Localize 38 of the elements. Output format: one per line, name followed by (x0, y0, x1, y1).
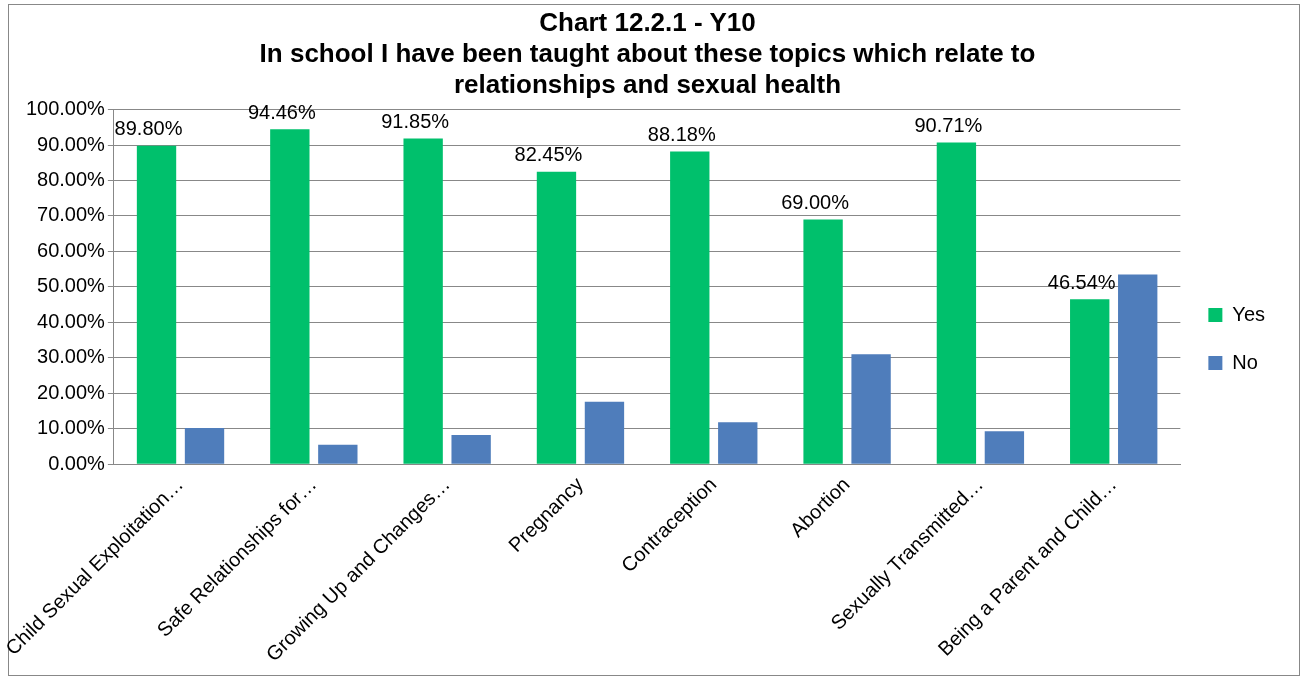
bar (1070, 299, 1110, 464)
bar (270, 129, 310, 464)
y-tick-label: 0.00% (48, 451, 106, 474)
bar (718, 422, 758, 464)
bar (936, 142, 977, 464)
bar (403, 138, 443, 464)
data-label: 90.71% (914, 114, 983, 137)
bar (184, 427, 225, 464)
bar (851, 354, 891, 464)
legend-label: No (1232, 350, 1258, 373)
y-tick-label: 90.00% (37, 132, 106, 155)
bar (984, 431, 1025, 464)
bar (1118, 274, 1158, 464)
y-tick-label: 50.00% (37, 274, 106, 297)
y-tick-label: 60.00% (37, 238, 106, 261)
legend-label: Yes (1232, 302, 1266, 325)
y-tick-label: 30.00% (37, 345, 106, 368)
data-label: 69.00% (781, 191, 850, 214)
y-tick-label: 80.00% (37, 168, 106, 191)
bar (318, 444, 358, 464)
data-label: 89.80% (114, 117, 183, 140)
bar (136, 145, 177, 464)
bar (670, 151, 710, 464)
y-tick-label: 70.00% (37, 203, 106, 226)
data-label: 91.85% (381, 110, 450, 133)
data-label: 88.18% (647, 123, 716, 146)
y-tick-label: 100.00% (25, 97, 106, 120)
bar (536, 171, 577, 464)
data-label: 82.45% (514, 143, 583, 166)
y-tick-label: 10.00% (37, 416, 106, 439)
y-tick-label: 40.00% (37, 309, 106, 332)
data-label: 46.54% (1047, 270, 1116, 293)
data-label: 94.46% (247, 100, 316, 123)
bar (803, 219, 843, 464)
bar (451, 435, 491, 464)
bar (584, 401, 625, 464)
y-tick-label: 20.00% (37, 380, 106, 403)
chart-title: Chart 12.2.1 - Y10 In school I have been taught about these topics which relate to relationships and sexual health (259, 6, 1036, 100)
